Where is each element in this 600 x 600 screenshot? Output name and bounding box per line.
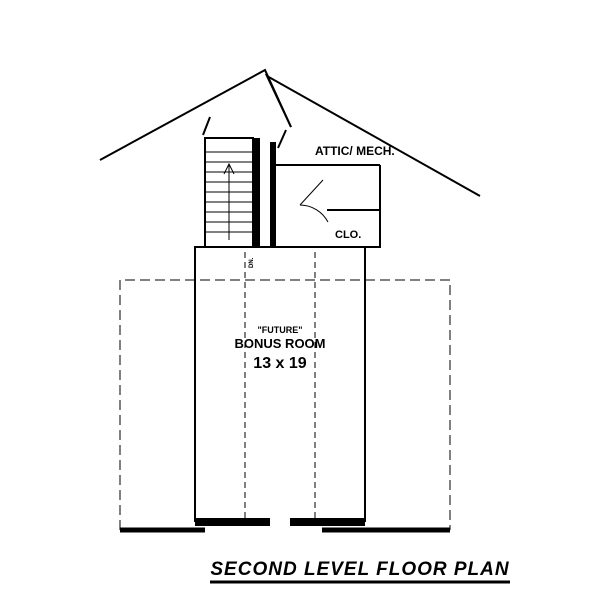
label-dn: DN. bbox=[249, 257, 255, 268]
property-outline bbox=[120, 280, 450, 530]
label-attic: ATTIC/ MECH. bbox=[315, 144, 395, 158]
label-bonus-room: BONUS ROOM bbox=[235, 336, 326, 351]
label-dimensions: 13 x 19 bbox=[253, 355, 306, 372]
closet-door-leaf bbox=[300, 180, 323, 205]
roof-line-3 bbox=[278, 130, 286, 148]
bonus-room-walls bbox=[195, 247, 365, 522]
closet-door-arc bbox=[300, 205, 328, 222]
label-closet: CLO. bbox=[335, 229, 361, 241]
plan-title: SECOND LEVEL FLOOR PLAN bbox=[210, 559, 510, 580]
roof-line-2 bbox=[203, 117, 210, 135]
label-future: "FUTURE" bbox=[257, 325, 302, 335]
roof-line-1 bbox=[267, 76, 480, 196]
roof-line-0 bbox=[100, 70, 291, 160]
